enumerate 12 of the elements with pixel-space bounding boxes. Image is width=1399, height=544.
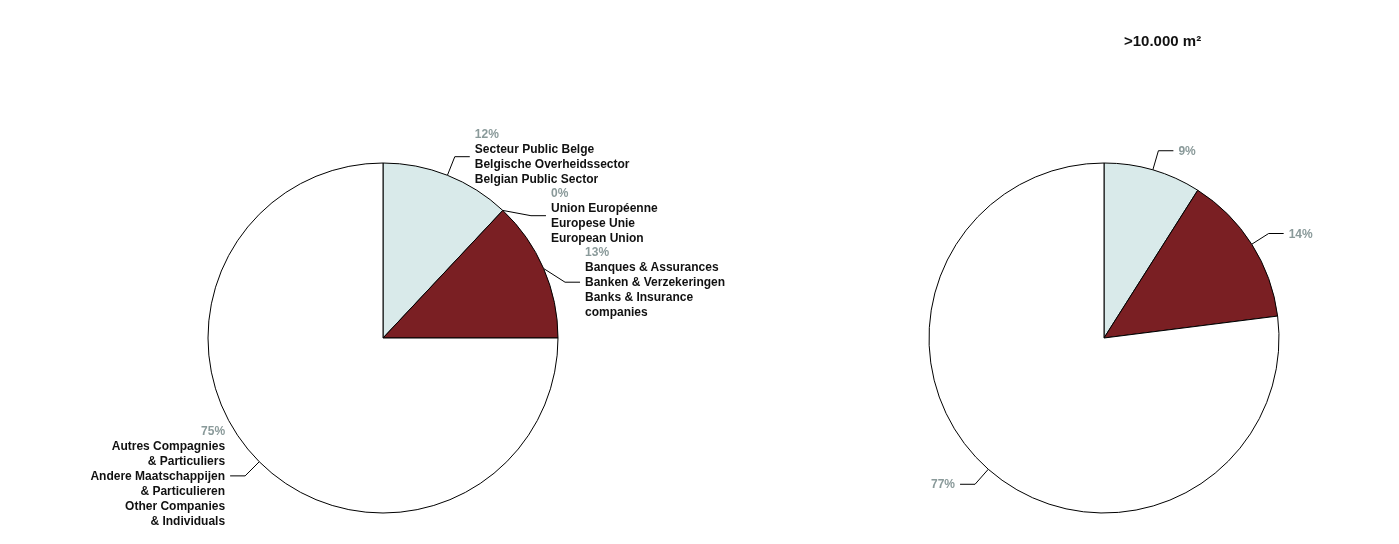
legend-label: Union Européenne Europese Unie European Union xyxy=(550,201,658,246)
data-label: 13% xyxy=(585,245,610,260)
data-label: 9% xyxy=(1178,143,1197,158)
slice-label: Banques & Assurances Banken & Verzekeringen Banks & Insurance companies xyxy=(585,260,726,320)
data-label: 14% xyxy=(1288,226,1313,241)
text: 0% xyxy=(550,186,569,201)
data-label: 77% xyxy=(931,477,956,492)
data-label: 75% xyxy=(201,423,226,438)
slice-label: Secteur Public Belge Belgische Overheidssector Belgian Public Sector xyxy=(474,142,630,187)
slice-label: Autres Compagnies & Particuliers Andere Maatschappijen & Particulieren Other Companies & Individuals xyxy=(90,438,226,528)
data-label: 12% xyxy=(474,127,500,142)
chart-title: >10.000 m² xyxy=(1124,32,1202,49)
